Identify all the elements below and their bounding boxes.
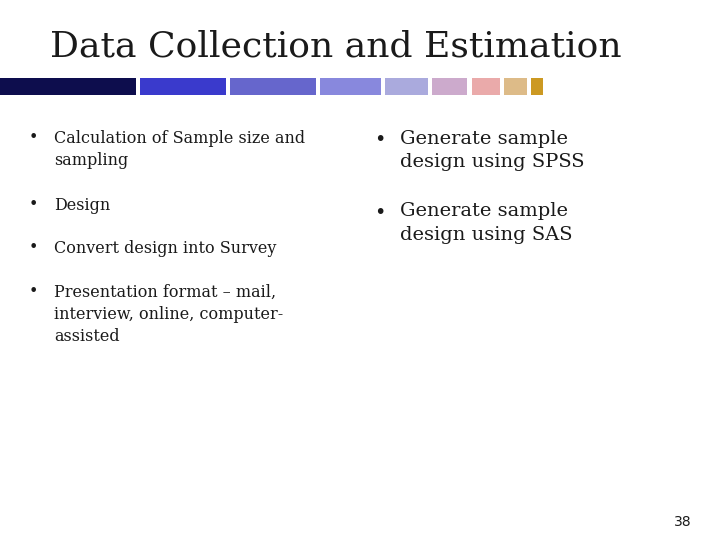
Text: •: • (374, 202, 386, 221)
Text: •: • (29, 197, 38, 212)
Text: Convert design into Survey: Convert design into Survey (54, 240, 276, 257)
Bar (230, 78, 316, 94)
Bar (320, 78, 381, 94)
Text: Design: Design (54, 197, 110, 214)
Text: Presentation format – mail,
interview, online, computer-
assisted: Presentation format – mail, interview, o… (54, 284, 283, 345)
Bar (432, 78, 467, 94)
Text: Data Collection and Estimation: Data Collection and Estimation (50, 30, 622, 64)
Text: 38: 38 (674, 515, 691, 529)
Text: •: • (374, 130, 386, 148)
Bar (385, 78, 428, 94)
Bar (140, 78, 226, 94)
Bar (531, 78, 543, 94)
Text: Generate sample
design using SPSS: Generate sample design using SPSS (400, 130, 584, 171)
Text: Generate sample
design using SAS: Generate sample design using SAS (400, 202, 572, 244)
Text: •: • (29, 240, 38, 255)
Bar (0, 78, 136, 94)
Bar (504, 78, 527, 94)
Text: •: • (29, 284, 38, 299)
Text: Calculation of Sample size and
sampling: Calculation of Sample size and sampling (54, 130, 305, 169)
Text: •: • (29, 130, 38, 145)
Bar (472, 78, 500, 94)
